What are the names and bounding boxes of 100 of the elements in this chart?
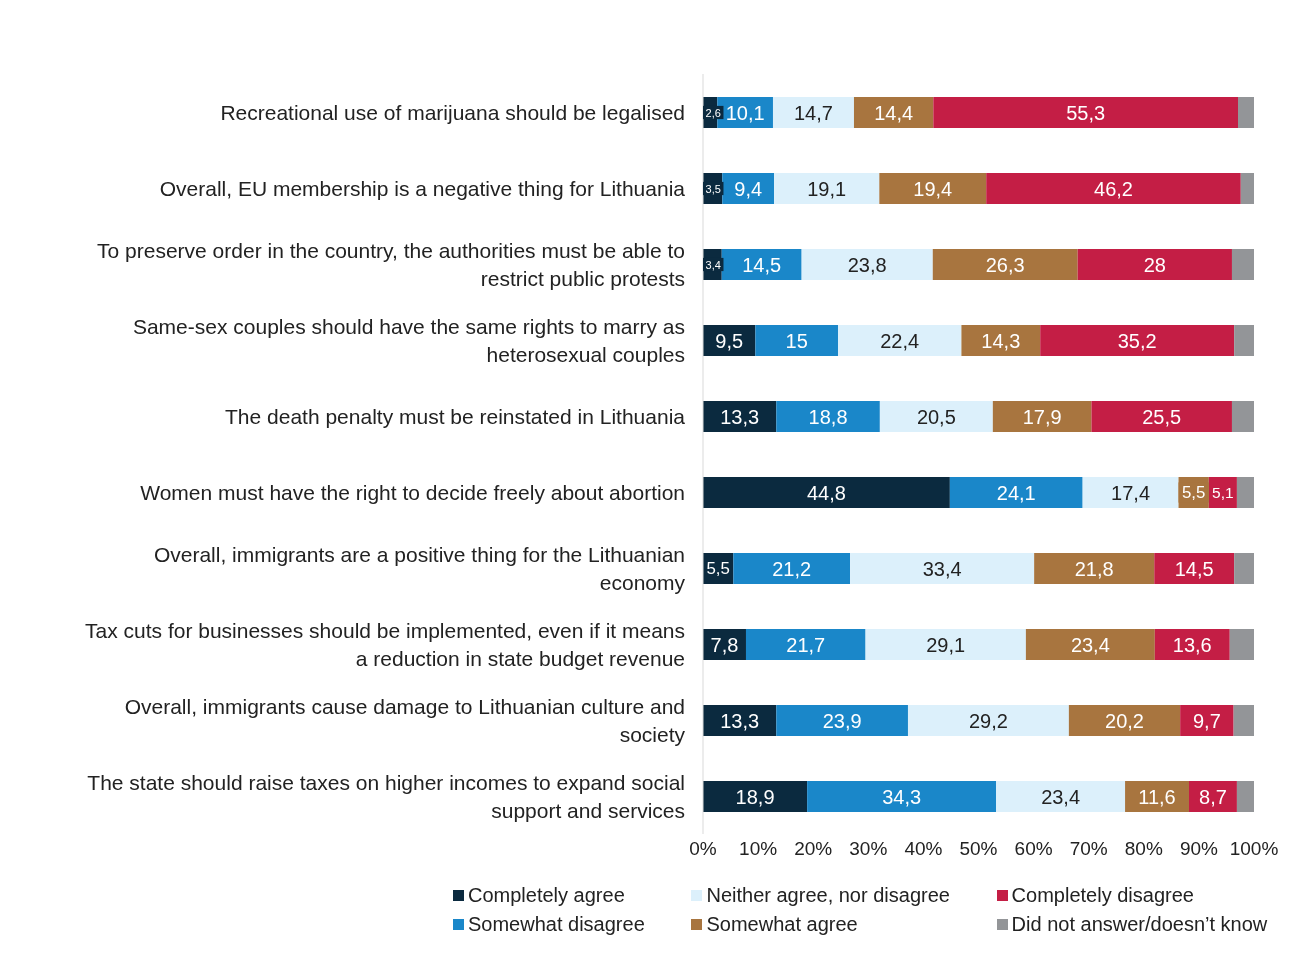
bar: [703, 781, 808, 812]
bar: [745, 629, 866, 660]
data-label: 13,3: [720, 405, 760, 428]
bar: [1240, 173, 1254, 204]
data-label: 14,5: [1174, 557, 1214, 580]
data-label: 46,2: [1094, 177, 1133, 200]
x-tick-label: 20%: [794, 838, 833, 860]
y-tick-label: Overall, EU membership is a negative thing for Lithuania: [159, 176, 686, 200]
y-tick-label: Same-sex couples should have the same rights to marry as heterosexual couples: [132, 314, 685, 366]
data-label: 18,9: [735, 785, 775, 808]
bar: [1231, 249, 1254, 280]
bar: [776, 705, 908, 736]
bar: [1068, 705, 1181, 736]
data-label: 28: [1143, 253, 1166, 276]
x-tick-label: 60%: [1014, 838, 1053, 860]
bar: [879, 401, 993, 432]
bar: [1233, 705, 1254, 736]
bar: [986, 173, 1241, 204]
data-label: 26,3: [985, 253, 1025, 276]
bar: [807, 781, 997, 812]
data-label: 14,7: [794, 101, 833, 124]
legend-label: Neither agree, nor disagree: [706, 884, 950, 907]
data-label: 34,3: [882, 785, 922, 808]
data-label: 5,1: [1212, 484, 1234, 501]
data-label: 19,4: [913, 177, 953, 200]
data-label: 14,5: [742, 253, 782, 276]
x-tick-label: 50%: [959, 838, 998, 860]
bar: [865, 629, 1026, 660]
data-label: 7,8: [710, 633, 739, 656]
data-label: 3,4: [705, 258, 721, 271]
data-label: 35,2: [1117, 329, 1157, 352]
data-label: 33,4: [922, 557, 962, 580]
data-label: 9,5: [715, 329, 744, 352]
y-tick-label: The state should raise taxes on higher incomes to expand social support and services: [87, 770, 685, 822]
x-tick-label: 30%: [849, 838, 888, 860]
bar: [996, 781, 1126, 812]
y-tick-label: Recreational use of marijuana should be legalised: [220, 100, 685, 124]
data-label: 20,2: [1105, 709, 1144, 732]
legend-label: Completely agree: [468, 884, 625, 907]
bar: [879, 173, 987, 204]
legend-label: Somewhat agree: [706, 913, 858, 936]
data-label: 5,5: [1181, 483, 1206, 502]
data-label: 11,6: [1138, 785, 1176, 808]
bar: [1154, 553, 1235, 584]
bar: [1180, 705, 1234, 736]
bar: [703, 477, 950, 508]
bar: [1025, 629, 1155, 660]
data-label: 29,1: [926, 633, 966, 656]
data-label: 25,5: [1142, 405, 1182, 428]
data-label: 5,5: [706, 559, 730, 578]
bar: [755, 325, 838, 356]
data-label: 22,4: [880, 329, 920, 352]
data-label: 23,9: [822, 709, 862, 732]
bar: [992, 401, 1092, 432]
bar: [1229, 629, 1254, 660]
data-label: 21,8: [1074, 557, 1114, 580]
data-label: 2,6: [705, 106, 721, 119]
bar: [733, 553, 851, 584]
data-label: 55,3: [1066, 101, 1106, 124]
bar: [932, 249, 1078, 280]
data-label: 9,4: [734, 177, 763, 200]
bar: [1082, 477, 1179, 508]
data-label: 29,2: [968, 709, 1008, 732]
bar: [1236, 477, 1254, 508]
data-label: 8,7: [1199, 785, 1227, 808]
x-tick-label: 100%: [1229, 838, 1279, 860]
data-label: 20,5: [916, 405, 956, 428]
x-tick-label: 0%: [689, 838, 717, 860]
legend-label: Did not answer/doesn’t know: [1011, 913, 1268, 936]
bar: [1231, 401, 1254, 432]
x-tick-label: 90%: [1179, 838, 1219, 860]
data-label: 17,4: [1111, 481, 1151, 504]
bar: [721, 249, 802, 280]
bar: [1234, 325, 1254, 356]
bar: [961, 325, 1041, 356]
y-tick-label: To preserve order in the country, the authorities must be able to restrict public protests: [97, 238, 685, 290]
bar: [907, 705, 1069, 736]
y-tick-label: Overall, immigrants are a positive thing for the Lithuanian economy: [153, 542, 686, 594]
x-tick-label: 10%: [739, 838, 778, 860]
bar: [1040, 325, 1235, 356]
bar: [838, 325, 962, 356]
bar: [1091, 401, 1232, 432]
data-label: 19,1: [807, 177, 847, 200]
bar: [949, 477, 1083, 508]
bar: [853, 97, 934, 128]
y-tick-label: Tax cuts for businesses should be implemented, even if it means a reduction in state budget revenue: [85, 618, 685, 670]
bar: [801, 249, 933, 280]
bar: [1077, 249, 1232, 280]
data-label: 14,4: [874, 101, 914, 124]
bar: [776, 401, 880, 432]
data-label: 14,3: [981, 329, 1021, 352]
data-label: 44,8: [806, 481, 846, 504]
x-tick-label: 80%: [1124, 838, 1163, 860]
data-label: 23,4: [1041, 785, 1081, 808]
bar: [1034, 553, 1155, 584]
bar: [772, 97, 854, 128]
bar: [774, 173, 880, 204]
bar: [1238, 97, 1254, 128]
bar: [1236, 781, 1254, 812]
bar: [850, 553, 1035, 584]
